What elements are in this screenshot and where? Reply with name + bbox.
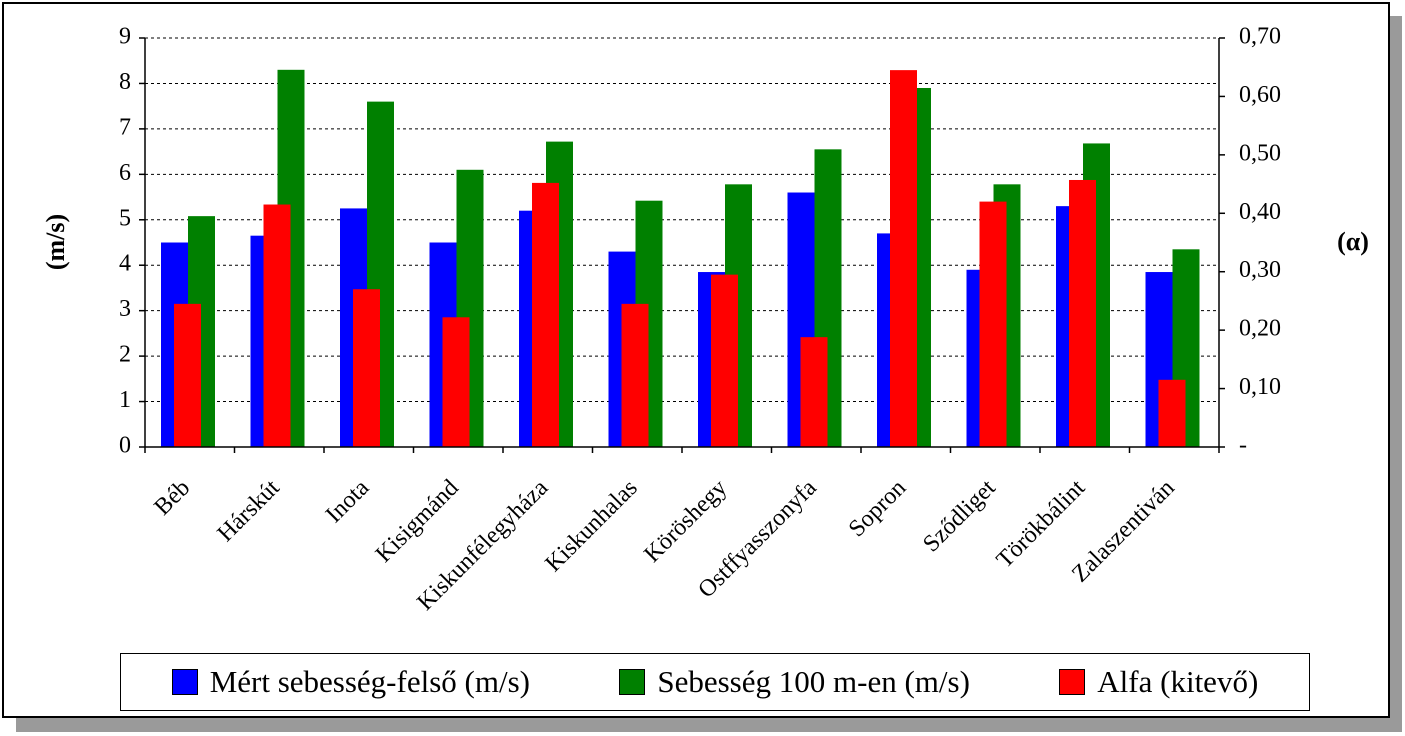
legend-label-alfa: Alfa (kitevő) bbox=[1097, 664, 1259, 699]
bars bbox=[161, 69, 1200, 448]
legend-item-alfa: Alfa (kitevő) bbox=[1059, 664, 1258, 700]
right-tick-label: - bbox=[1239, 433, 1247, 459]
bar-alfa bbox=[1158, 379, 1186, 447]
right-tick-label: 0,70 bbox=[1239, 24, 1281, 50]
gridlines bbox=[145, 37, 1219, 403]
bar-alfa bbox=[800, 337, 828, 447]
right-tick-label: 0,10 bbox=[1239, 374, 1281, 400]
category-label: Sopron bbox=[844, 475, 911, 542]
bar-alfa bbox=[442, 317, 470, 447]
left-tick-label: 9 bbox=[119, 24, 131, 50]
bar-alfa bbox=[621, 303, 649, 447]
bar-alfa bbox=[711, 274, 738, 447]
right-tick-label: 0,20 bbox=[1239, 316, 1281, 342]
left-tick-label: 1 bbox=[119, 387, 131, 413]
legend-swatch-green bbox=[619, 669, 646, 695]
bar-alfa bbox=[890, 70, 917, 447]
left-tick-label: 2 bbox=[119, 342, 131, 368]
category-label: Inota bbox=[321, 475, 374, 528]
y-right-axis-title: (α) bbox=[1337, 227, 1369, 256]
bar-alfa bbox=[353, 289, 380, 447]
category-label: Kisigmánd bbox=[371, 475, 464, 568]
left-tick-label: 0 bbox=[119, 433, 131, 459]
category-label: Sződliget bbox=[918, 475, 1001, 558]
bar-alfa bbox=[979, 201, 1007, 447]
left-tick-label: 5 bbox=[119, 205, 131, 231]
legend-label-speed-100m: Sebesség 100 m-en (m/s) bbox=[657, 664, 970, 699]
legend: Mért sebesség-felső (m/s) Sebesség 100 m… bbox=[120, 653, 1310, 711]
category-label: Kiskunhalas bbox=[540, 475, 642, 577]
left-tick-label: 7 bbox=[119, 114, 131, 140]
bar-alfa bbox=[263, 204, 291, 447]
legend-item-measured: Mért sebesség-felső (m/s) bbox=[171, 664, 530, 700]
right-tick-label: 0,60 bbox=[1239, 82, 1281, 108]
left-tick-label: 4 bbox=[119, 251, 131, 277]
left-tick-label: 8 bbox=[119, 69, 131, 95]
bar-alfa bbox=[1069, 179, 1096, 447]
category-label: Hárskút bbox=[213, 475, 285, 547]
bar-alfa bbox=[174, 303, 201, 447]
right-tick-label: 0,50 bbox=[1239, 140, 1281, 166]
left-tick-label: 3 bbox=[119, 296, 131, 322]
right-tick-label: 0,30 bbox=[1239, 257, 1281, 283]
right-tick-label: 0,40 bbox=[1239, 199, 1281, 225]
left-tick-label: 6 bbox=[119, 160, 131, 186]
legend-swatch-blue bbox=[171, 669, 198, 695]
y-left-axis-title: (m/s) bbox=[41, 214, 70, 270]
legend-item-speed-100m: Sebesség 100 m-en (m/s) bbox=[619, 664, 970, 700]
bar-alfa bbox=[532, 182, 559, 447]
category-label: Köröshegy bbox=[639, 475, 732, 568]
category-label: Törökbálint bbox=[992, 475, 1091, 574]
category-label: Béb bbox=[150, 475, 196, 521]
legend-swatch-red bbox=[1059, 669, 1086, 695]
legend-label-measured: Mért sebesség-felső (m/s) bbox=[209, 664, 530, 699]
